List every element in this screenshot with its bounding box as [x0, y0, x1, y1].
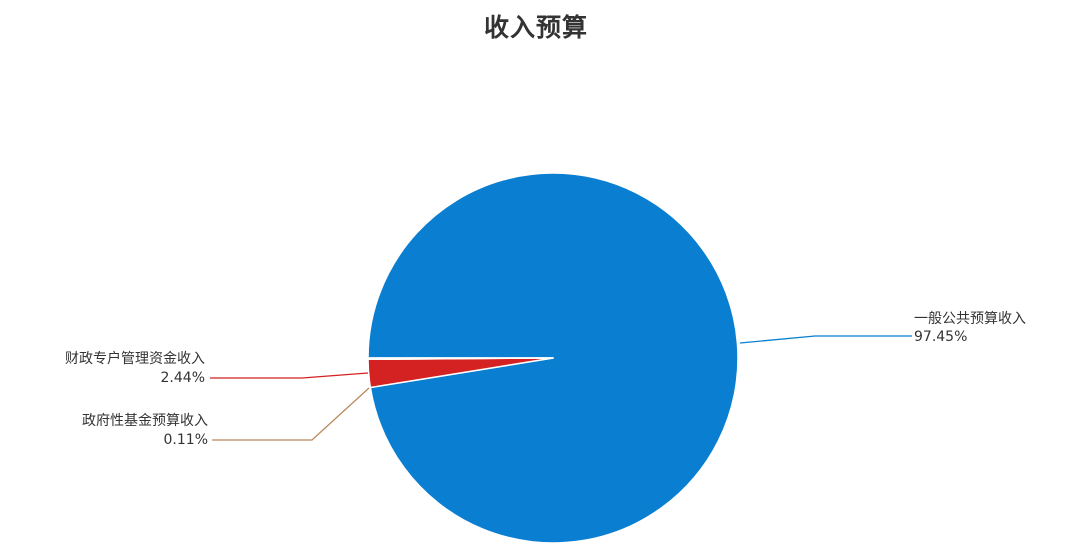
slice-name-label: 政府性基金预算收入	[82, 412, 208, 429]
leader-line-gov-fund	[212, 387, 370, 441]
slice-percent-label: 97.45%	[914, 329, 967, 345]
slice-percent-label: 2.44%	[161, 370, 205, 386]
slice-percent-label: 0.11%	[164, 432, 208, 448]
chart-title: 收入预算	[483, 13, 588, 42]
leader-line-special-account	[210, 372, 369, 379]
slice-name-label: 一般公共预算收入	[914, 311, 1026, 327]
leader-line-general-budget	[739, 335, 912, 344]
slice-name-label: 财政专户管理资金收入	[65, 350, 205, 367]
slice-gov-fund[interactable]	[367, 357, 554, 361]
pie-slices	[367, 172, 739, 544]
